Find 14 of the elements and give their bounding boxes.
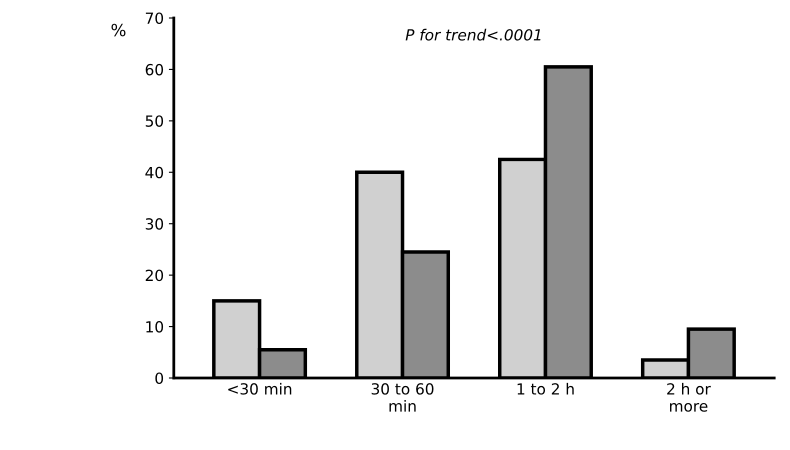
x-tick-label: 30 to 60 min [372,383,434,412]
y-tick-label: 10 [146,321,164,333]
annotation: P for trend<.0001 [406,28,540,41]
x-tick-label: 1 to 2 h [518,382,574,395]
y-axis-title: % [111,24,126,36]
y-tick-label: 60 [146,64,164,76]
x-tick-label: <30 min [228,382,292,395]
x-tick-label: 2 h or more [667,382,711,412]
y-tick-label: 40 [145,166,164,178]
y-tick-label: 0 [155,372,164,384]
y-tick-label: 70 [146,12,164,24]
y-tick-label: 50 [146,115,164,127]
y-tick-label: 30 [146,218,164,230]
y-tick-label: 20 [146,270,164,282]
